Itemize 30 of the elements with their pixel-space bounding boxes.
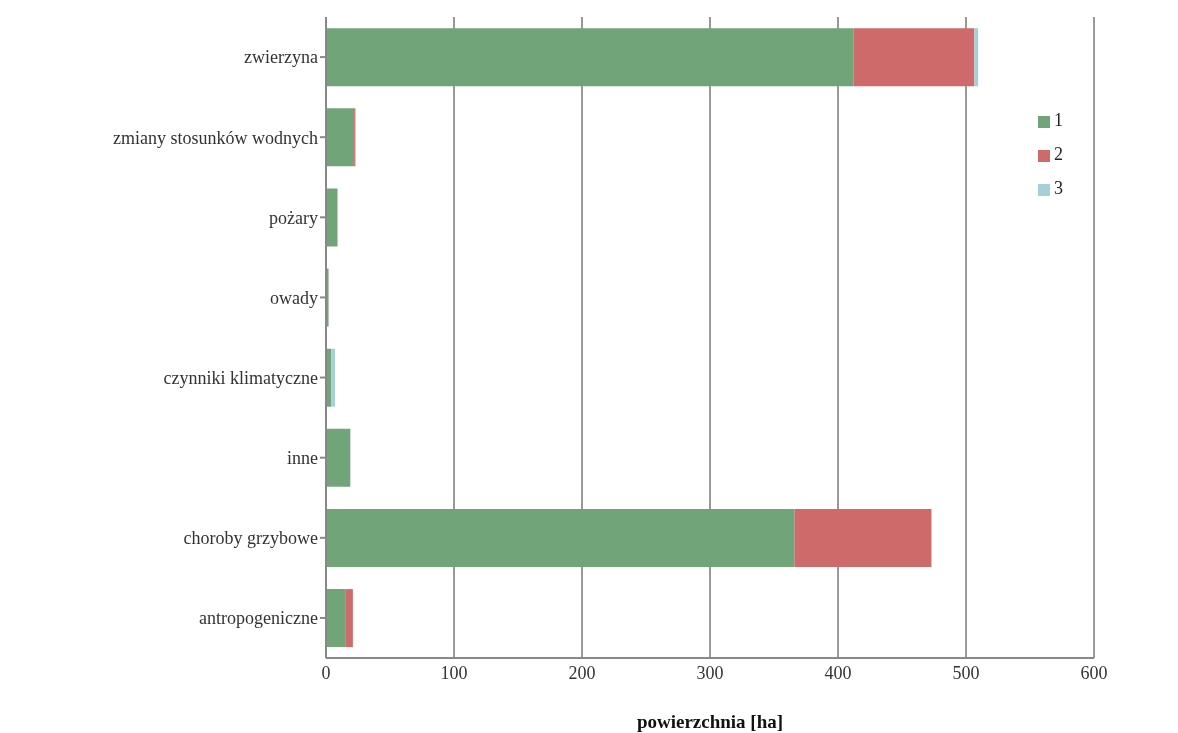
x-tick-label: 600 — [1080, 662, 1108, 683]
y-tick-label: inne — [287, 448, 318, 469]
bar — [345, 589, 353, 648]
y-tick-label: czynniki klimatyczne — [163, 367, 318, 388]
x-tick-label: 500 — [952, 662, 980, 683]
y-tick-label: pożary — [269, 207, 318, 228]
x-axis-title: powierzchnia [ha] — [636, 711, 784, 732]
y-tick-label: owady — [270, 287, 318, 308]
x-tick-label: 200 — [568, 662, 596, 683]
y-tick-label: zmiany stosunków wodnych — [113, 127, 318, 148]
legend-label: 1 — [1054, 110, 1063, 130]
bar — [326, 28, 854, 87]
y-tick-label: antropogeniczne — [199, 608, 318, 629]
legend-label: 2 — [1054, 144, 1063, 164]
bar — [794, 508, 932, 567]
x-tick-label: 300 — [696, 662, 724, 683]
legend-label: 3 — [1054, 178, 1063, 198]
bar — [326, 428, 351, 487]
bar — [331, 348, 335, 407]
y-tick-label: zwierzyna — [244, 47, 319, 68]
bar — [326, 108, 355, 167]
bar — [326, 188, 338, 247]
bar — [326, 589, 346, 648]
x-tick-label: 400 — [824, 662, 852, 683]
bar — [974, 28, 979, 87]
bar — [853, 28, 975, 87]
x-tick-label: 100 — [440, 662, 468, 683]
y-tick-label: choroby grzybowe — [183, 528, 318, 549]
x-tick-label: 0 — [321, 662, 331, 683]
bar — [326, 508, 795, 567]
